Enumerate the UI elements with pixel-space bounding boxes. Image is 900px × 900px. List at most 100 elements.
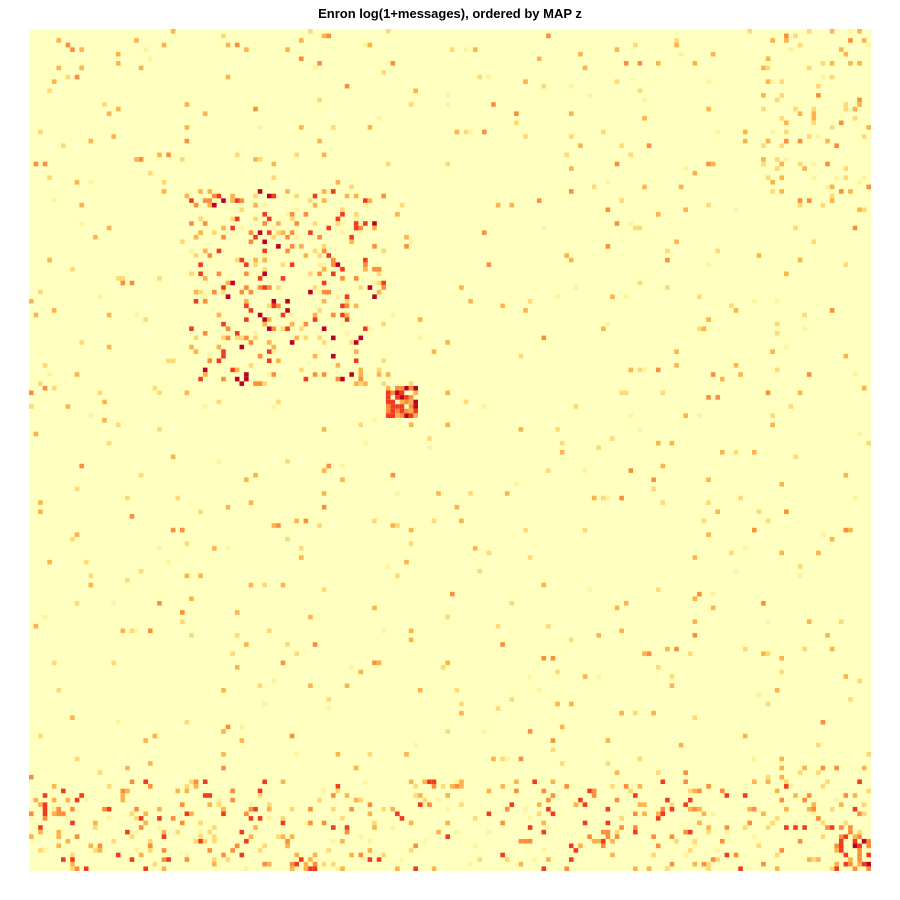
heatmap-cell: [47, 88, 52, 94]
heatmap-cell: [619, 825, 624, 830]
heatmap-cell: [276, 221, 281, 226]
heatmap-cell: [367, 752, 373, 757]
heatmap-cell: [701, 518, 707, 524]
heatmap-cell: [106, 344, 112, 350]
heatmap-cell: [843, 861, 849, 867]
heatmap-cell: [298, 367, 304, 373]
heatmap-cell: [29, 834, 34, 839]
heatmap-cell: [134, 806, 139, 812]
heatmap-cell: [806, 806, 812, 812]
heatmap-cell: [774, 852, 780, 858]
heatmap-cell: [51, 806, 57, 812]
heatmap-cell: [628, 367, 634, 373]
heatmap-cell: [765, 65, 771, 71]
heatmap-cell: [752, 527, 757, 533]
heatmap-cell: [742, 825, 748, 830]
heatmap-cell: [692, 806, 698, 812]
heatmap-cell: [97, 390, 103, 396]
heatmap-cell: [147, 170, 153, 176]
heatmap-cell: [271, 234, 277, 240]
heatmap-cell: [546, 468, 551, 473]
heatmap-cell: [843, 106, 849, 112]
heatmap-cell: [445, 102, 450, 107]
heatmap-cell: [161, 42, 167, 48]
heatmap-cell: [733, 450, 739, 455]
heatmap-cell: [193, 289, 199, 295]
heatmap-cell: [459, 710, 464, 716]
heatmap-cell: [134, 848, 139, 853]
heatmap-cell: [221, 852, 226, 858]
heatmap-cell: [321, 326, 327, 332]
heatmap-cell: [129, 514, 135, 519]
heatmap-cell: [614, 829, 620, 835]
heatmap-cell: [216, 193, 222, 199]
heatmap-cell: [244, 298, 249, 304]
heatmap-cell: [51, 811, 57, 817]
heatmap-cell: [134, 312, 139, 318]
heatmap-cell: [353, 221, 359, 226]
heatmap-cell: [436, 829, 441, 835]
heatmap-cell: [358, 852, 364, 858]
heatmap-cell: [170, 816, 176, 821]
heatmap-cell: [51, 198, 57, 203]
heatmap-cell: [33, 623, 39, 629]
heatmap-cell: [820, 61, 826, 66]
heatmap-cell: [802, 765, 807, 771]
heatmap-cell: [152, 733, 158, 739]
heatmap-cell: [175, 495, 181, 501]
heatmap-cell: [344, 193, 350, 199]
heatmap-cell: [665, 646, 670, 652]
heatmap-cell: [610, 294, 615, 299]
heatmap-cell: [157, 825, 162, 830]
heatmap-cell: [742, 546, 748, 551]
heatmap-cell: [376, 115, 382, 121]
heatmap-cell: [207, 202, 213, 208]
heatmap-cell: [363, 262, 368, 267]
heatmap-cell: [234, 843, 240, 849]
heatmap-cell: [285, 326, 290, 332]
heatmap-cell: [331, 189, 336, 194]
heatmap-cell: [605, 820, 611, 826]
heatmap-cell: [321, 33, 327, 39]
heatmap-cell: [244, 47, 249, 52]
heatmap-cell: [157, 276, 162, 281]
heatmap-cell: [559, 450, 565, 455]
heatmap-cell: [317, 289, 322, 295]
heatmap-cell: [248, 289, 254, 295]
heatmap-cell: [834, 143, 839, 148]
heatmap-cell: [230, 797, 235, 803]
heatmap-cell: [47, 559, 52, 565]
heatmap-cell: [56, 811, 62, 817]
heatmap-cell: [788, 47, 794, 52]
heatmap-cell: [857, 779, 862, 785]
heatmap-cell: [605, 495, 611, 501]
heatmap-cell: [399, 399, 405, 405]
heatmap-cell: [244, 271, 249, 277]
heatmap-cell: [321, 189, 327, 194]
heatmap-cell: [189, 248, 194, 254]
heatmap-cell: [70, 857, 75, 862]
heatmap-cell: [367, 285, 373, 290]
heatmap-cell: [500, 852, 505, 858]
heatmap-cell: [687, 651, 693, 656]
heatmap-cell: [797, 161, 803, 167]
heatmap-cell: [752, 806, 757, 812]
heatmap-cell: [390, 472, 396, 478]
heatmap-cell: [413, 385, 418, 391]
heatmap-cell: [752, 756, 757, 762]
heatmap-cell: [687, 788, 693, 794]
heatmap-cell: [212, 193, 217, 199]
heatmap-cell: [138, 65, 144, 71]
heatmap-cell: [408, 820, 414, 826]
heatmap-cell: [42, 811, 48, 817]
heatmap-cell: [193, 838, 199, 844]
heatmap-cell: [358, 285, 364, 290]
heatmap-cell: [811, 106, 817, 112]
heatmap-cell: [239, 335, 245, 341]
heatmap-cell: [468, 491, 473, 496]
heatmap-cell: [596, 633, 602, 638]
heatmap-cell: [230, 367, 235, 373]
heatmap-cell: [147, 843, 153, 849]
heatmap-cell: [514, 779, 519, 785]
heatmap-cell: [308, 271, 313, 277]
